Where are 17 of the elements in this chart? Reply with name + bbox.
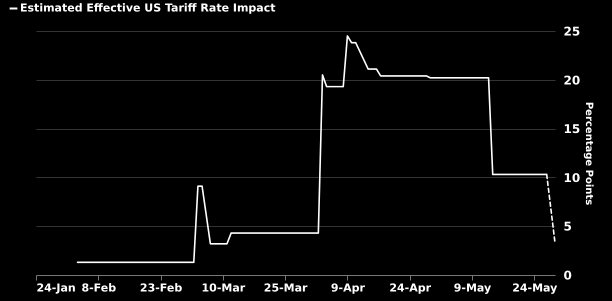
y-axis-title: Percentage Points bbox=[583, 102, 594, 206]
x-tick-label: 24-Jan bbox=[36, 282, 76, 294]
x-tick-label: 23-Feb bbox=[140, 282, 182, 294]
x-tick-label: 24-Apr bbox=[389, 282, 432, 294]
x-tick-label: 24-May bbox=[512, 282, 558, 294]
x-tick-label: 8-Feb bbox=[81, 282, 116, 294]
y-tick-label: 0 bbox=[564, 268, 572, 282]
y-tick-label: 25 bbox=[564, 24, 580, 38]
y-tick-label: 15 bbox=[564, 122, 580, 136]
x-tick-label: 25-Mar bbox=[264, 282, 308, 294]
x-tick-label: 9-May bbox=[454, 282, 492, 294]
y-tick-label: 20 bbox=[564, 73, 580, 88]
x-tick-label: 9-Apr bbox=[330, 282, 366, 294]
legend-label: Estimated Effective US Tariff Rate Impact bbox=[20, 2, 276, 14]
y-tick-label: 10 bbox=[564, 170, 580, 185]
x-tick-label: 10-Mar bbox=[202, 282, 246, 294]
y-tick-label: 5 bbox=[564, 220, 572, 234]
